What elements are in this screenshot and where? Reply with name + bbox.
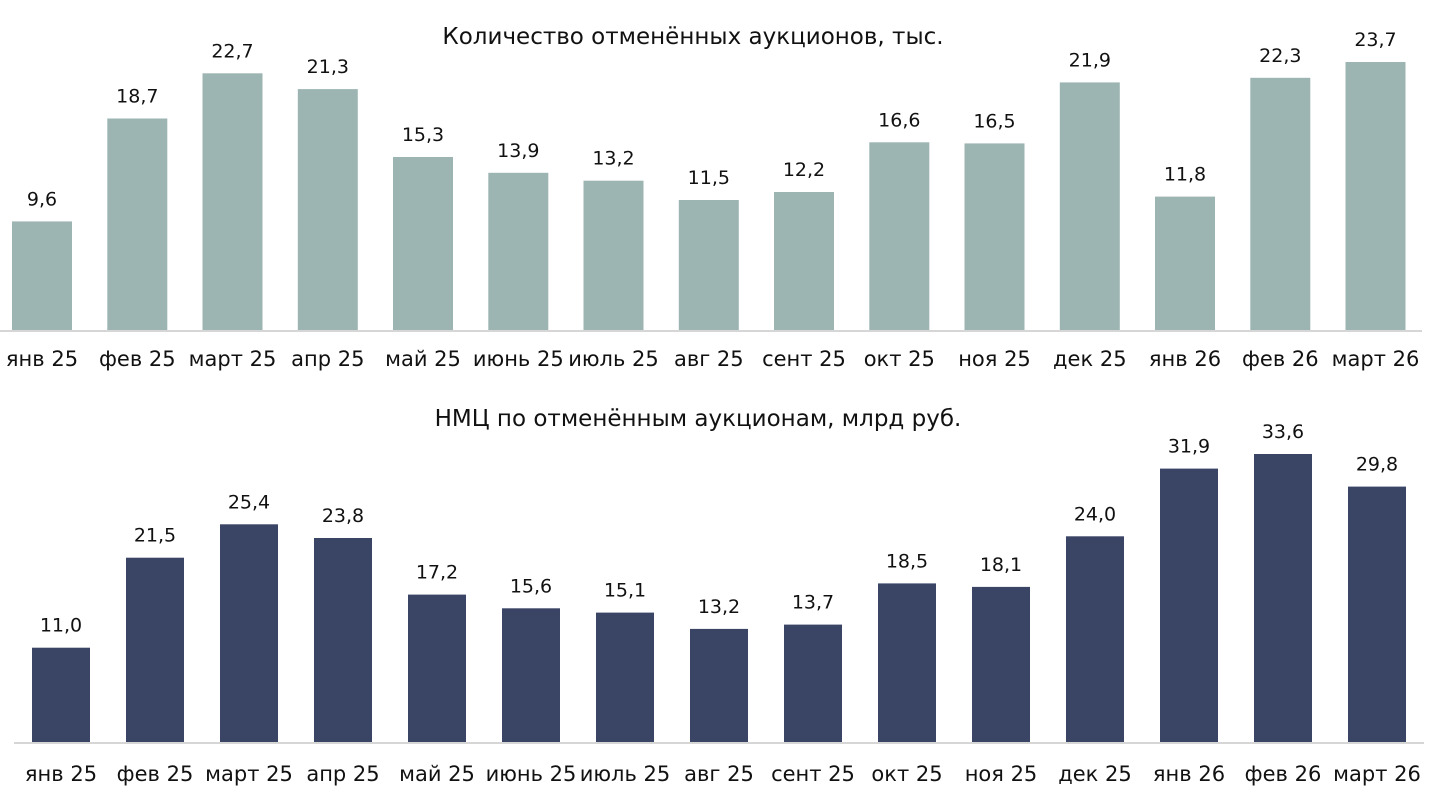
tick-label-1-9: окт 25: [871, 762, 942, 786]
tick-label-1-2: март 25: [205, 762, 293, 786]
tick-label-0-10: ноя 25: [958, 347, 1031, 371]
value-label-1-9: 18,5: [886, 550, 928, 572]
tick-label-1-3: апр 25: [306, 762, 379, 786]
value-label-0-9: 16,6: [878, 109, 920, 131]
tick-label-1-12: янв 26: [1153, 762, 1225, 786]
bar-1-10: [972, 586, 1030, 742]
bar-1-5: [502, 608, 560, 742]
bar-0-4: [393, 157, 453, 330]
tick-label-0-1: фев 25: [99, 347, 176, 371]
tick-label-1-1: фев 25: [117, 762, 194, 786]
tick-label-0-12: янв 26: [1149, 347, 1221, 371]
tick-label-0-11: дек 25: [1053, 347, 1127, 371]
chart-nmc: 11,0 янв 25 21,5 фев 25 25,4 март 25 23,8 апр 2…: [14, 421, 1424, 786]
chart-title-auctions-count: Количество отменённых аукционов, тыс.: [442, 24, 943, 50]
tick-label-1-8: сент 25: [771, 762, 855, 786]
tick-label-1-4: май 25: [399, 762, 475, 786]
value-label-1-12: 31,9: [1168, 436, 1210, 458]
tick-label-0-9: окт 25: [864, 347, 935, 371]
bar-0-12: [1155, 196, 1215, 330]
tick-label-0-8: сент 25: [762, 347, 846, 371]
tick-label-1-14: март 26: [1333, 762, 1421, 786]
value-label-1-8: 13,7: [792, 592, 834, 614]
bar-0-3: [297, 89, 358, 330]
value-label-0-12: 11,8: [1164, 164, 1206, 186]
value-label-1-10: 18,1: [980, 554, 1022, 576]
bar-1-7: [690, 628, 748, 742]
bar-1-11: [1066, 536, 1124, 742]
value-label-1-2: 25,4: [228, 491, 270, 513]
bar-0-8: [774, 192, 834, 330]
value-label-0-11: 21,9: [1069, 49, 1111, 71]
bar-1-1: [126, 557, 184, 742]
value-label-1-13: 33,6: [1262, 421, 1304, 443]
bar-0-0: [12, 221, 72, 330]
tick-label-0-5: июнь 25: [473, 347, 564, 371]
bar-0-9: [869, 142, 930, 330]
value-label-0-2: 22,7: [211, 40, 253, 62]
bar-1-6: [596, 612, 654, 742]
tick-label-1-6: июль 25: [580, 762, 671, 786]
bar-0-1: [107, 118, 168, 330]
bar-1-8: [784, 624, 842, 742]
bar-1-13: [1254, 454, 1312, 742]
tick-label-1-10: ноя 25: [965, 762, 1038, 786]
bar-1-0: [32, 647, 90, 742]
tick-label-0-3: апр 25: [291, 347, 364, 371]
bar-1-2: [220, 524, 278, 742]
value-label-0-8: 12,2: [783, 159, 825, 181]
value-label-1-14: 29,8: [1356, 454, 1398, 476]
bar-1-9: [878, 583, 936, 742]
bar-0-11: [1059, 82, 1120, 331]
bar-0-10: [964, 143, 1025, 330]
bar-0-6: [583, 180, 644, 330]
value-label-0-5: 13,9: [497, 140, 539, 162]
value-label-0-4: 15,3: [402, 124, 444, 146]
value-label-0-7: 11,5: [688, 167, 730, 189]
tick-label-0-4: май 25: [385, 347, 461, 371]
bar-0-2: [202, 73, 263, 331]
value-label-0-14: 23,7: [1354, 29, 1396, 51]
chart-auctions-count: 9,6 янв 25 18,7 фев 25 22,7 март 25 21,3 апр 25…: [0, 29, 1422, 371]
tick-label-1-0: янв 25: [25, 762, 97, 786]
chart-title-nmc: НМЦ по отменённым аукционам, млрд руб.: [435, 406, 962, 432]
tick-label-0-14: март 26: [1332, 347, 1420, 371]
value-label-1-11: 24,0: [1074, 503, 1116, 525]
tick-label-1-13: фев 26: [1245, 762, 1322, 786]
tick-label-0-2: март 25: [189, 347, 277, 371]
bar-0-13: [1250, 77, 1311, 330]
bar-1-14: [1348, 486, 1406, 742]
tick-label-0-6: июль 25: [568, 347, 659, 371]
value-label-0-3: 21,3: [307, 56, 349, 78]
bar-0-7: [678, 200, 739, 330]
value-label-0-10: 16,5: [973, 110, 1015, 132]
value-label-0-6: 13,2: [592, 148, 634, 170]
bar-1-3: [314, 538, 372, 742]
tick-label-1-7: авг 25: [684, 762, 754, 786]
bar-0-5: [488, 172, 549, 330]
bar-0-14: [1345, 62, 1406, 330]
bar-1-12: [1160, 468, 1218, 742]
value-label-0-0: 9,6: [27, 188, 57, 210]
value-label-0-1: 18,7: [116, 86, 158, 108]
tick-label-0-13: фев 26: [1242, 347, 1319, 371]
tick-label-0-0: янв 25: [6, 347, 78, 371]
value-label-1-0: 11,0: [40, 615, 82, 637]
value-label-1-7: 13,2: [698, 596, 740, 618]
tick-label-0-7: авг 25: [674, 347, 744, 371]
bar-1-4: [408, 594, 466, 742]
value-label-1-3: 23,8: [322, 505, 364, 527]
value-label-0-13: 22,3: [1259, 45, 1301, 67]
tick-label-1-11: дек 25: [1058, 762, 1132, 786]
value-label-1-5: 15,6: [510, 575, 552, 597]
tick-label-1-5: июнь 25: [486, 762, 577, 786]
value-label-1-4: 17,2: [416, 562, 458, 584]
value-label-1-6: 15,1: [604, 580, 646, 602]
value-label-1-1: 21,5: [134, 525, 176, 547]
